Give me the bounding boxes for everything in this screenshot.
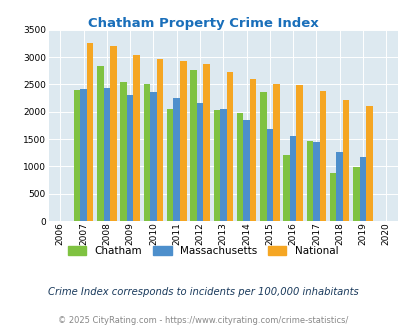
Text: Crime Index corresponds to incidents per 100,000 inhabitants: Crime Index corresponds to incidents per… [47,287,358,297]
Bar [319,91,325,221]
Bar [74,90,80,221]
Bar [226,72,232,221]
Bar [173,98,179,221]
Text: Chatham Property Crime Index: Chatham Property Crime Index [87,16,318,29]
Bar [150,92,156,221]
Bar [87,43,93,221]
Bar [120,82,127,221]
Bar [127,95,133,221]
Legend: Chatham, Massachusetts, National: Chatham, Massachusetts, National [64,242,341,260]
Bar [143,84,150,221]
Bar [110,46,116,221]
Bar [283,155,289,221]
Bar [97,66,103,221]
Bar [359,157,365,221]
Bar [236,114,243,221]
Bar [260,92,266,221]
Bar [213,110,220,221]
Bar [296,85,302,221]
Bar [179,61,186,221]
Bar [243,120,249,221]
Bar [156,59,163,221]
Bar [103,88,110,221]
Bar [365,106,372,221]
Bar [249,79,256,221]
Bar [312,142,319,221]
Bar [289,136,296,221]
Text: © 2025 CityRating.com - https://www.cityrating.com/crime-statistics/: © 2025 CityRating.com - https://www.city… [58,316,347,325]
Bar [342,100,349,221]
Bar [220,109,226,221]
Bar [203,64,209,221]
Bar [80,89,87,221]
Bar [166,109,173,221]
Bar [306,141,312,221]
Bar [133,55,140,221]
Bar [266,129,273,221]
Bar [273,84,279,221]
Bar [190,70,196,221]
Bar [329,173,336,221]
Bar [336,152,342,221]
Bar [352,167,359,221]
Bar [196,103,203,221]
